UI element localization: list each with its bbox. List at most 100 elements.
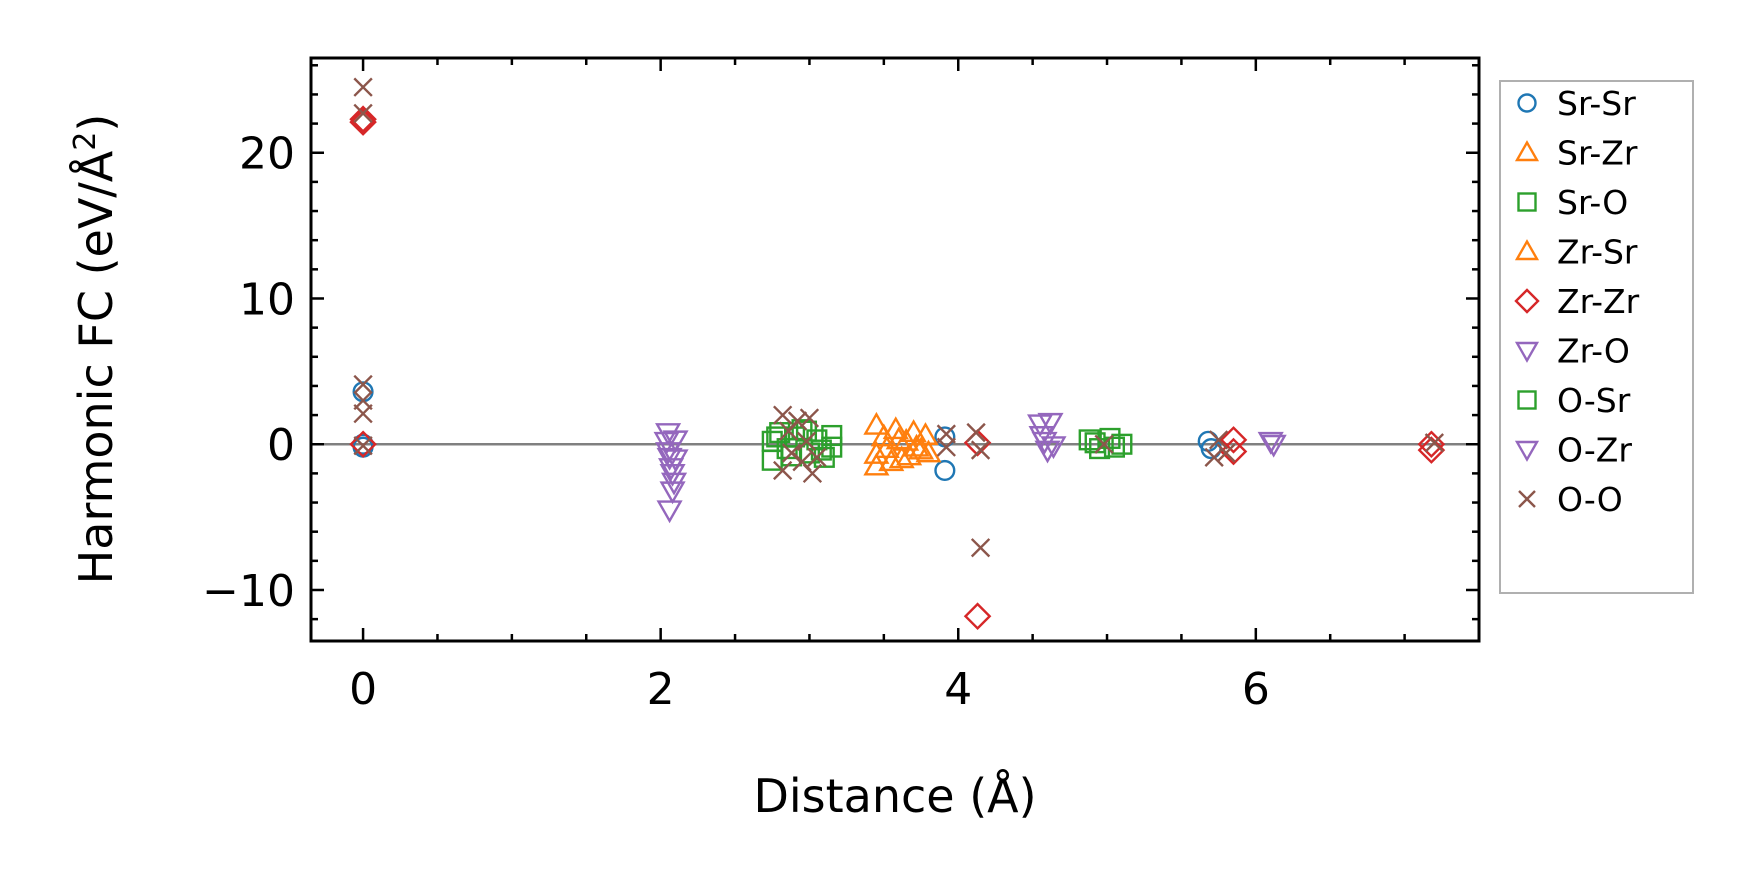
y-tick-label: 20 (239, 129, 295, 180)
data-point-O-O (936, 437, 956, 457)
legend-marker-Zr-Zr (1514, 288, 1540, 314)
legend-marker-Sr-Sr (1517, 93, 1537, 113)
legend-label-Zr-Zr: Zr-Zr (1557, 282, 1640, 321)
legend-label-Sr-Zr: Sr-Zr (1557, 134, 1638, 173)
series-Zr-O (655, 412, 1284, 524)
data-point-Zr-Zr (349, 105, 377, 134)
y-tick-label: 0 (267, 420, 295, 471)
series-Zr-Zr (349, 105, 1446, 631)
data-point-Zr-Zr (1417, 436, 1446, 464)
y-axis-label-main: Harmonic FC (eV/Å (69, 150, 123, 584)
legend-box (1499, 80, 1694, 594)
data-point-O-O (807, 447, 827, 468)
data-point-Zr-Zr (349, 108, 377, 136)
data-point-O-O (799, 408, 820, 428)
data-point-O-O (1216, 443, 1236, 463)
x-tick-label: 2 (647, 664, 675, 715)
legend-marker-Sr-Zr (1514, 140, 1540, 162)
data-point-O-O (802, 463, 823, 484)
data-point-Sr-Zr (903, 433, 930, 457)
data-point-Zr-O (659, 481, 686, 505)
x-axis-label: Distance (Å) (753, 769, 1036, 823)
data-point-Zr-O (1034, 440, 1061, 464)
legend-marker-O-Zr (1514, 440, 1540, 462)
data-point-O-Zr (660, 472, 688, 496)
data-point-Zr-Sr (870, 423, 897, 447)
data-point-Zr-Sr (893, 427, 920, 451)
data-point-Zr-Sr (907, 436, 935, 460)
data-point-Sr-Zr (915, 439, 942, 463)
x-tick-label: 0 (349, 664, 377, 715)
data-point-O-Sr (1103, 436, 1126, 458)
legend-label-Sr-O: Sr-O (1557, 183, 1628, 222)
data-point-O-O (1094, 434, 1114, 454)
plot-area (311, 58, 1479, 641)
y-tick-label: −10 (202, 566, 295, 617)
data-point-O-O (353, 103, 373, 124)
data-point-O-O (966, 422, 986, 443)
data-point-O-O (773, 405, 793, 425)
legend-marker-Zr-O (1514, 341, 1540, 363)
data-point-O-O (773, 460, 793, 481)
legend-marker-Sr-O (1517, 192, 1537, 212)
plot-frame (309, 56, 1481, 643)
data-point-O-Zr (1260, 434, 1287, 458)
data-point-Sr-Zr (863, 411, 890, 435)
x-tick-label: 6 (1242, 664, 1270, 715)
series-O-Zr (653, 426, 1287, 496)
legend-label-O-Zr: O-Zr (1557, 431, 1632, 470)
data-point-Zr-O (662, 430, 689, 454)
legend-items: Sr-Sr Sr-Zr Sr-O Zr-Sr Zr-Zr Zr-O O-Sr O-Zr O-O (1514, 84, 1640, 519)
data-point-O-O (796, 431, 817, 451)
x-tick-label: 4 (944, 664, 972, 715)
data-point-Sr-O (1111, 433, 1133, 455)
data-point-O-Zr (656, 447, 683, 471)
data-point-O-Sr (766, 426, 788, 448)
data-point-Sr-Zr (912, 422, 939, 445)
series-Zr-Sr (870, 423, 935, 472)
data-point-O-Zr (653, 431, 680, 455)
data-point-O-O (353, 403, 373, 424)
legend: Sr-Sr Sr-Zr Sr-O Zr-Sr Zr-Zr Zr-O O-Sr O-Zr O-O (1499, 80, 1694, 594)
data-point-O-Sr (810, 439, 832, 461)
data-point-Zr-O (1037, 412, 1064, 436)
legend-marker-O-Sr (1517, 390, 1537, 410)
data-point-O-O (970, 440, 991, 460)
data-point-Zr-O (662, 449, 689, 473)
data-point-O-O (353, 77, 373, 97)
y-axis-label: Harmonic FC (eV/Å2) (68, 114, 123, 585)
data-point-Zr-Zr (1417, 430, 1446, 459)
tick-labels: 0 2 4 6 −10 0 10 20 (202, 129, 1270, 715)
data-point-Zr-O (656, 500, 683, 524)
series-O-O (353, 77, 1445, 558)
legend-label-Zr-O: Zr-O (1557, 332, 1630, 371)
data-point-Sr-Zr (882, 416, 909, 440)
y-axis-label-close: ) (69, 114, 123, 132)
legend-marker-Zr-Sr (1514, 239, 1540, 261)
data-point-O-O (1204, 447, 1224, 468)
legend-label-Zr-Sr: Zr-Sr (1557, 233, 1638, 272)
data-points (349, 77, 1446, 631)
legend-label-Sr-Sr: Sr-Sr (1557, 84, 1636, 123)
legend-marker-O-O (1518, 490, 1536, 508)
data-point-Zr-Zr (963, 602, 992, 631)
data-point-Zr-Zr (1219, 426, 1248, 454)
legend-label-O-O: O-O (1557, 480, 1623, 519)
data-point-Zr-Sr (878, 448, 905, 472)
data-point-O-O (970, 538, 991, 558)
data-point-O-Zr (1040, 436, 1067, 460)
legend-label-O-Sr: O-Sr (1557, 381, 1631, 420)
data-point-O-O (1208, 430, 1229, 450)
data-point-Zr-Zr (349, 430, 377, 459)
y-axis-label-superscript: 2 (68, 132, 103, 151)
data-point-O-O (353, 374, 373, 395)
data-point-Sr-Sr (934, 459, 956, 482)
data-point-O-O (353, 436, 373, 456)
data-point-O-O (1424, 433, 1445, 453)
data-point-Zr-O (655, 442, 682, 465)
data-point-O-Sr (781, 445, 803, 467)
data-point-Sr-Zr (863, 441, 890, 464)
y-tick-label: 10 (239, 274, 295, 325)
series-O-Sr (766, 420, 1126, 467)
